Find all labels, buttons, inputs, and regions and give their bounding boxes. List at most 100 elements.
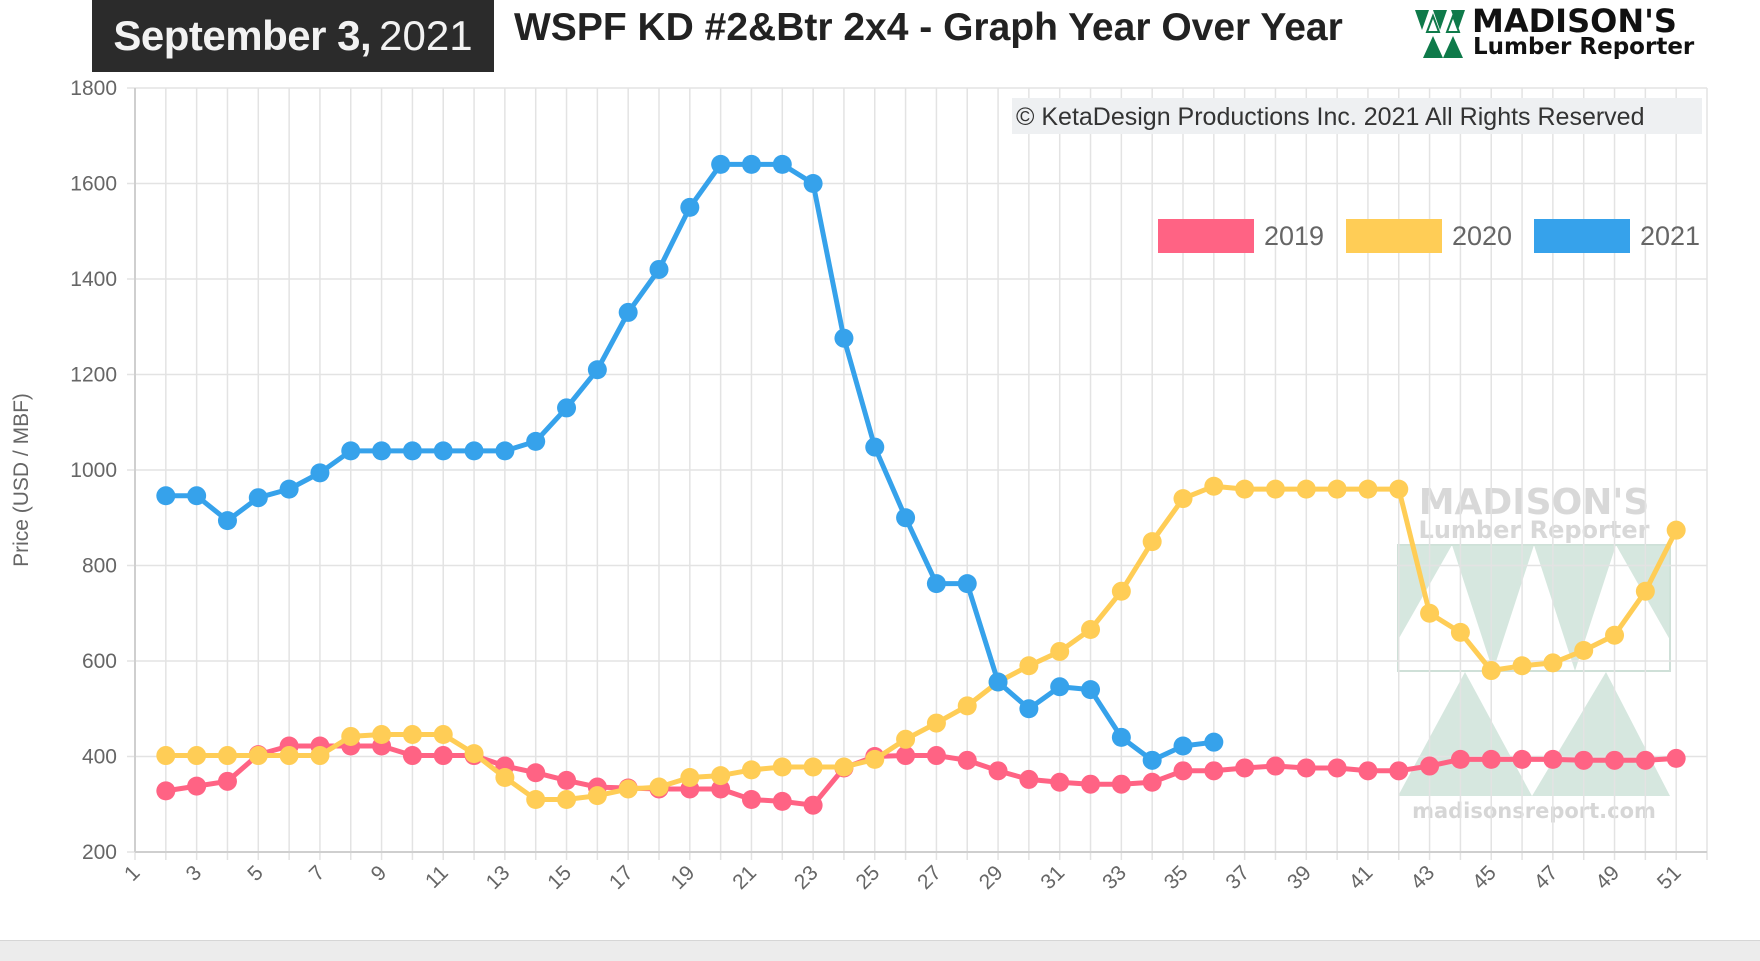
data-point-2020 [649, 777, 669, 797]
data-point-2020 [341, 726, 361, 746]
data-point-2020 [279, 746, 299, 766]
data-point-2021 [618, 302, 638, 322]
legend-item-2021[interactable]: 2021 [1534, 219, 1700, 253]
data-point-2020 [1327, 479, 1347, 499]
data-point-2020 [1111, 581, 1131, 601]
data-point-2021 [741, 154, 761, 174]
data-point-2019 [988, 761, 1008, 781]
data-point-2020 [1173, 489, 1193, 509]
x-tick-label: 33 [1098, 861, 1131, 894]
legend-label: 2021 [1640, 221, 1700, 251]
date-label: September 3, [113, 12, 372, 59]
data-point-2021 [526, 431, 546, 451]
data-point-2020 [680, 768, 700, 788]
data-point-2021 [187, 486, 207, 506]
chart-title: WSPF KD #2&Btr 2x4 - Graph Year Over Yea… [514, 6, 1343, 49]
x-tick-label: 15 [543, 861, 576, 894]
data-point-2019 [1635, 750, 1655, 770]
data-point-2019 [803, 795, 823, 815]
x-tick-label: 17 [605, 861, 638, 894]
data-point-2019 [1605, 750, 1625, 770]
data-point-2020 [896, 729, 916, 749]
data-point-2021 [803, 174, 823, 193]
data-point-2020 [834, 757, 854, 777]
y-tick-label: 1200 [70, 364, 117, 387]
data-point-2020 [1605, 625, 1625, 645]
data-point-2020 [1050, 641, 1070, 661]
data-point-2020 [1081, 619, 1101, 639]
x-tick-label: 21 [728, 861, 761, 894]
x-tick-label: 1 [120, 861, 145, 886]
x-tick-label: 27 [913, 861, 946, 894]
data-point-2021 [310, 463, 330, 483]
data-point-2021 [433, 441, 453, 461]
x-tick-label: 45 [1468, 861, 1501, 894]
y-tick-label: 600 [82, 650, 117, 673]
chart-grid [127, 87, 1708, 860]
data-point-2020 [310, 746, 330, 766]
legend-item-2019[interactable]: 2019 [1158, 219, 1324, 253]
data-point-2020 [1265, 479, 1285, 499]
data-point-2019 [957, 750, 977, 770]
watermark-url: madisonsreport.com [1412, 799, 1656, 823]
x-tick-label: 35 [1160, 861, 1193, 894]
data-point-2021 [495, 441, 515, 461]
data-point-2019 [1327, 758, 1347, 778]
data-point-2021 [1142, 750, 1162, 770]
legend-swatch [1346, 219, 1442, 253]
data-point-2020 [402, 725, 422, 745]
data-point-2020 [1235, 479, 1255, 499]
data-point-2019 [433, 746, 453, 766]
data-point-2019 [1173, 761, 1193, 781]
data-point-2020 [526, 789, 546, 809]
data-point-2019 [741, 789, 761, 809]
x-tick-label: 49 [1591, 861, 1624, 894]
legend-item-2020[interactable]: 2020 [1346, 219, 1512, 253]
data-point-2021 [372, 441, 392, 461]
brand-logo: MADISON'S Lumber Reporter [1415, 2, 1705, 62]
logo-title: MADISON'S [1472, 2, 1677, 40]
legend-label: 2019 [1264, 221, 1324, 251]
x-tick-label: 9 [367, 861, 392, 886]
copyright-notice: © KetaDesign Productions Inc. 2021 All R… [1012, 98, 1702, 134]
data-point-2021 [1081, 680, 1101, 700]
data-point-2020 [495, 768, 515, 788]
series-layer [156, 154, 1686, 815]
x-tick-label: 43 [1406, 861, 1439, 894]
data-point-2020 [803, 757, 823, 777]
data-point-2020 [1543, 653, 1563, 673]
x-tick-label: 25 [852, 861, 885, 894]
data-point-2021 [772, 154, 792, 174]
x-tick-label: 3 [182, 861, 207, 886]
data-point-2021 [1019, 699, 1039, 719]
x-tick-label: 41 [1345, 861, 1378, 894]
data-point-2019 [557, 770, 577, 790]
data-point-2019 [1111, 774, 1131, 794]
data-point-2019 [1666, 748, 1686, 768]
data-point-2020 [1204, 476, 1224, 496]
data-point-2019 [1420, 756, 1440, 776]
legend-label: 2020 [1452, 221, 1512, 251]
data-point-2020 [557, 789, 577, 809]
data-point-2020 [1512, 656, 1532, 676]
legend-swatch [1534, 219, 1630, 253]
data-point-2021 [402, 441, 422, 461]
data-point-2019 [1204, 761, 1224, 781]
data-point-2019 [1389, 761, 1409, 781]
y-tick-label: 200 [82, 841, 117, 864]
data-point-2019 [1142, 772, 1162, 792]
data-point-2021 [1111, 727, 1131, 747]
y-tick-label: 1600 [70, 173, 117, 196]
data-point-2020 [1296, 479, 1316, 499]
logo-trees-icon [1415, 10, 1465, 58]
data-point-2021 [896, 508, 916, 528]
data-point-2019 [156, 781, 176, 801]
data-point-2021 [248, 488, 268, 508]
data-point-2019 [1296, 758, 1316, 778]
data-point-2020 [741, 760, 761, 780]
y-tick-label: 1000 [70, 459, 117, 482]
data-point-2019 [896, 746, 916, 766]
data-point-2020 [618, 779, 638, 799]
data-point-2019 [1081, 774, 1101, 794]
data-point-2020 [1142, 532, 1162, 552]
